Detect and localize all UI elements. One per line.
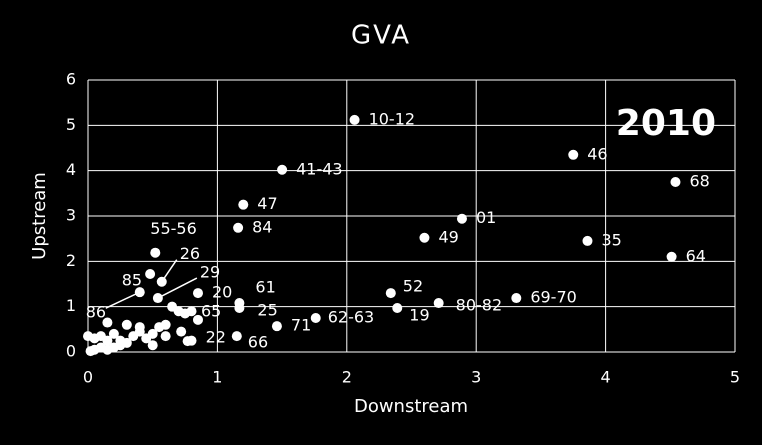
point-label: 69-70 [530,288,577,307]
leader-line [157,277,198,299]
point [277,164,288,175]
point [95,331,106,342]
point [85,346,96,357]
y-tick-label: 3 [66,206,76,225]
point-label: 29 [200,263,220,282]
point [145,269,156,280]
leader-line [105,291,141,309]
point [121,319,132,330]
point-label: 62-63 [328,308,375,327]
point [102,317,113,328]
point-label: 10-12 [369,109,416,128]
point-label: 65 [201,301,221,320]
point [108,328,119,339]
point-label: 61 [255,278,275,297]
y-tick-label: 6 [66,70,76,89]
y-tick-label: 1 [66,296,76,315]
point-label: 26 [180,244,200,263]
leader-line [161,259,178,283]
point [192,314,203,325]
point-label: 22 [206,328,226,347]
point [176,326,187,337]
point [134,322,145,333]
point-label: 20 [212,283,232,302]
x-tick-label: 0 [83,368,93,387]
year-annotation: 2010 [616,103,716,144]
point-label: 55-56 [150,219,197,238]
x-tick-label: 3 [471,368,481,387]
point [192,288,203,299]
point [186,335,197,346]
point-label: 41-43 [296,159,343,178]
point [102,344,113,355]
point-label: 80-82 [456,296,503,315]
x-tick-label: 4 [601,368,611,387]
point-label: 66 [248,333,268,352]
x-tick-label: 2 [342,368,352,387]
point-label: 35 [601,230,621,249]
point-label: 84 [252,217,272,236]
point-label: 19 [409,306,429,325]
point-label: 64 [686,246,706,265]
y-tick-label: 4 [66,160,76,179]
point [433,298,444,309]
point [147,340,158,351]
point [670,177,681,187]
point [233,222,244,233]
x-tick-label: 1 [212,368,222,387]
point [666,251,677,262]
point [568,149,579,160]
point [238,199,249,210]
point [419,232,430,243]
point [150,247,161,258]
chart-title: GVA [351,21,411,51]
point [115,335,126,346]
point [147,328,158,339]
point [310,313,321,323]
point [456,213,467,224]
point [392,303,403,314]
point [385,288,396,299]
point [186,306,197,317]
point [349,114,360,125]
point [234,303,245,314]
y-tick-label: 2 [66,251,76,270]
point [271,321,282,332]
y-tick-label: 5 [66,115,76,134]
point [511,293,522,304]
x-tick-label: 5 [730,368,740,387]
point-label: 52 [403,277,423,296]
y-axis-title: Upstream [29,172,50,260]
point-label: 01 [476,208,496,227]
point-label: 46 [587,144,607,163]
point [582,235,593,246]
point-label: 86 [86,303,106,322]
point-label: 71 [291,316,311,335]
y-tick-label: 0 [66,342,76,361]
x-axis-title: Downstream [354,396,468,417]
point-label: 25 [257,301,277,320]
point [160,319,171,330]
point [160,331,171,342]
point-label: 47 [257,194,277,213]
point-label: 85 [122,271,142,290]
point-label: 68 [689,172,709,191]
point [231,331,242,342]
point-label: 49 [438,227,458,246]
